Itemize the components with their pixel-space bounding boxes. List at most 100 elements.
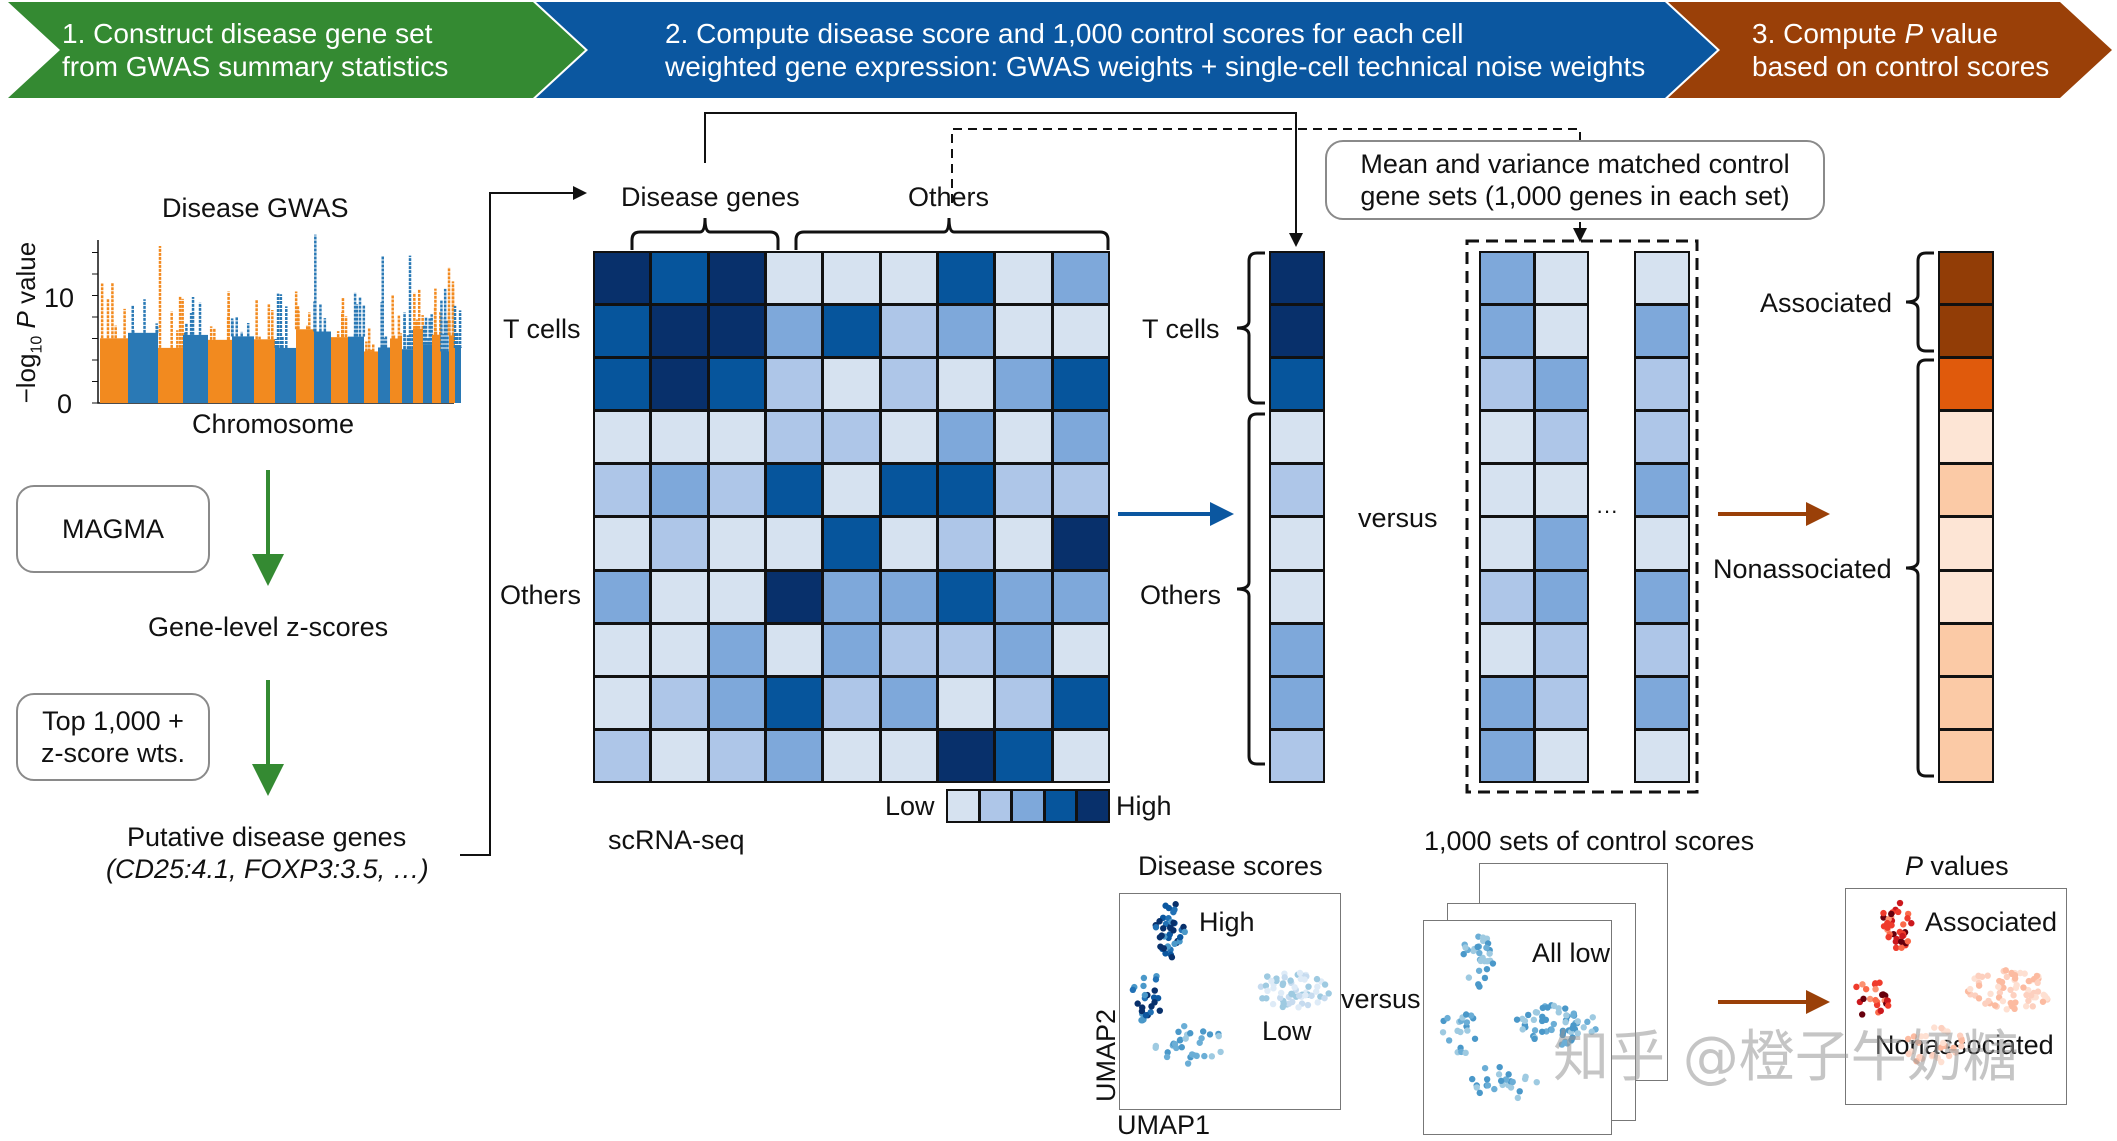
heatmap-cell	[996, 624, 1051, 675]
heatmap-cell	[709, 518, 764, 569]
heatmap-cell	[881, 518, 936, 569]
heatmap-cell	[595, 465, 650, 516]
heatmap-cell	[881, 253, 936, 304]
heatmap-cell	[1271, 253, 1323, 304]
legend-high: High	[1116, 791, 1172, 821]
heatmap-cell	[1535, 624, 1587, 675]
heatmap-cell	[595, 359, 650, 410]
heatmap-cell	[996, 306, 1051, 357]
heatmap-cell	[595, 571, 650, 622]
heatmap-cell	[996, 677, 1051, 728]
heatmap-cell	[652, 253, 707, 304]
score-row-group-t-cells: T cells	[1142, 314, 1220, 344]
heatmap-cell	[1481, 306, 1533, 357]
heatmap-cell	[595, 412, 650, 463]
heatmap-cell	[980, 791, 1011, 821]
heatmap-cell	[1940, 253, 1992, 304]
heatmap-cell	[938, 306, 994, 357]
banner-arrows	[8, 2, 2112, 98]
heatmap-cell	[881, 624, 936, 675]
heatmap-cell	[996, 465, 1051, 516]
heatmap-cell	[824, 730, 879, 781]
putative-examples: (CD25:4.1, FOXP3:3.5, …)	[106, 854, 429, 884]
step1-banner: 1. Construct disease gene set from GWAS …	[62, 18, 449, 82]
heatmap-cell	[1271, 677, 1323, 728]
heatmap-cell	[881, 677, 936, 728]
heatmap-cell	[652, 412, 707, 463]
heatmap-cell	[766, 359, 822, 410]
heatmap-cell	[652, 730, 707, 781]
gwas-title: Disease GWAS	[162, 193, 349, 223]
heatmap-cell	[766, 518, 822, 569]
heatmap-cell	[881, 465, 936, 516]
heatmap-cell	[938, 253, 994, 304]
heatmap-cell	[881, 306, 936, 357]
heatmap-cell	[1481, 465, 1533, 516]
heatmap-cell	[1053, 253, 1108, 304]
heatmap-cell	[652, 677, 707, 728]
heatmap-cell	[824, 253, 879, 304]
magma-box: MAGMA	[16, 485, 210, 573]
heatmap-cell	[1940, 571, 1992, 622]
heatmap-cell	[1636, 571, 1688, 622]
heatmap-cell	[595, 306, 650, 357]
heatmap-cell	[881, 730, 936, 781]
heatmap-cell	[652, 306, 707, 357]
control-callout: Mean and variance matched control gene s…	[1325, 140, 1825, 220]
heatmap-cell	[996, 571, 1051, 622]
heatmap-cell	[766, 730, 822, 781]
heatmap-cell	[1013, 791, 1043, 821]
heatmap-cell	[1636, 306, 1688, 357]
heatmap-cell	[824, 677, 879, 728]
scrna-seq-caption: scRNA-seq	[608, 825, 745, 855]
heatmap-cell	[1271, 624, 1323, 675]
heatmap-cell	[766, 624, 822, 675]
heatmap-cell	[766, 253, 822, 304]
score-row-group-others: Others	[1140, 580, 1222, 610]
heatmap-cell	[1053, 571, 1108, 622]
heatmap-cell	[595, 730, 650, 781]
heatmap-cell	[1636, 677, 1688, 728]
top-1000-box: Top 1,000 + z-score wts.	[16, 693, 210, 781]
heatmap-cell	[595, 677, 650, 728]
heatmap-cell	[824, 518, 879, 569]
gwas-xlabel: Chromosome	[192, 409, 355, 439]
p-row-group-nonassociated: Nonassociated	[1713, 554, 1892, 584]
heatmap-cell	[1053, 306, 1108, 357]
heatmap-cell	[1636, 253, 1688, 304]
color-legend	[946, 789, 1110, 823]
heatmap-cell	[996, 412, 1051, 463]
heatmap-cell	[996, 518, 1051, 569]
heatmap-cell	[1636, 624, 1688, 675]
heatmap-cell	[1053, 624, 1108, 675]
heatmap-cell	[1535, 359, 1587, 410]
col-group-others: Others	[908, 182, 990, 212]
heatmap-cell	[709, 359, 764, 410]
heatmap-cell	[709, 306, 764, 357]
heatmap-cell	[1940, 518, 1992, 569]
heatmap-cell	[1636, 518, 1688, 569]
heatmap-cell	[938, 624, 994, 675]
heatmap-cell	[938, 359, 994, 410]
heatmap-cell	[824, 306, 879, 357]
heatmap-cell	[709, 465, 764, 516]
heatmap-cell	[709, 571, 764, 622]
heatmap-cell	[824, 624, 879, 675]
versus-label: versus	[1358, 503, 1438, 533]
legend-low: Low	[885, 791, 935, 821]
heatmap-cell	[938, 465, 994, 516]
row-group-t-cells: T cells	[503, 314, 581, 344]
heatmap-cell	[938, 518, 994, 569]
heatmap-cell	[1940, 306, 1992, 357]
heatmap-cell	[766, 571, 822, 622]
heatmap-cell	[1271, 465, 1323, 516]
heatmap-cell	[824, 412, 879, 463]
heatmap-cell	[766, 306, 822, 357]
heatmap-cell	[1535, 677, 1587, 728]
heatmap-cell	[709, 412, 764, 463]
heatmap-cell	[709, 730, 764, 781]
heatmap-cell	[938, 730, 994, 781]
umap-associated-label: Associated	[1925, 907, 2058, 937]
heatmap-cell	[1535, 253, 1587, 304]
